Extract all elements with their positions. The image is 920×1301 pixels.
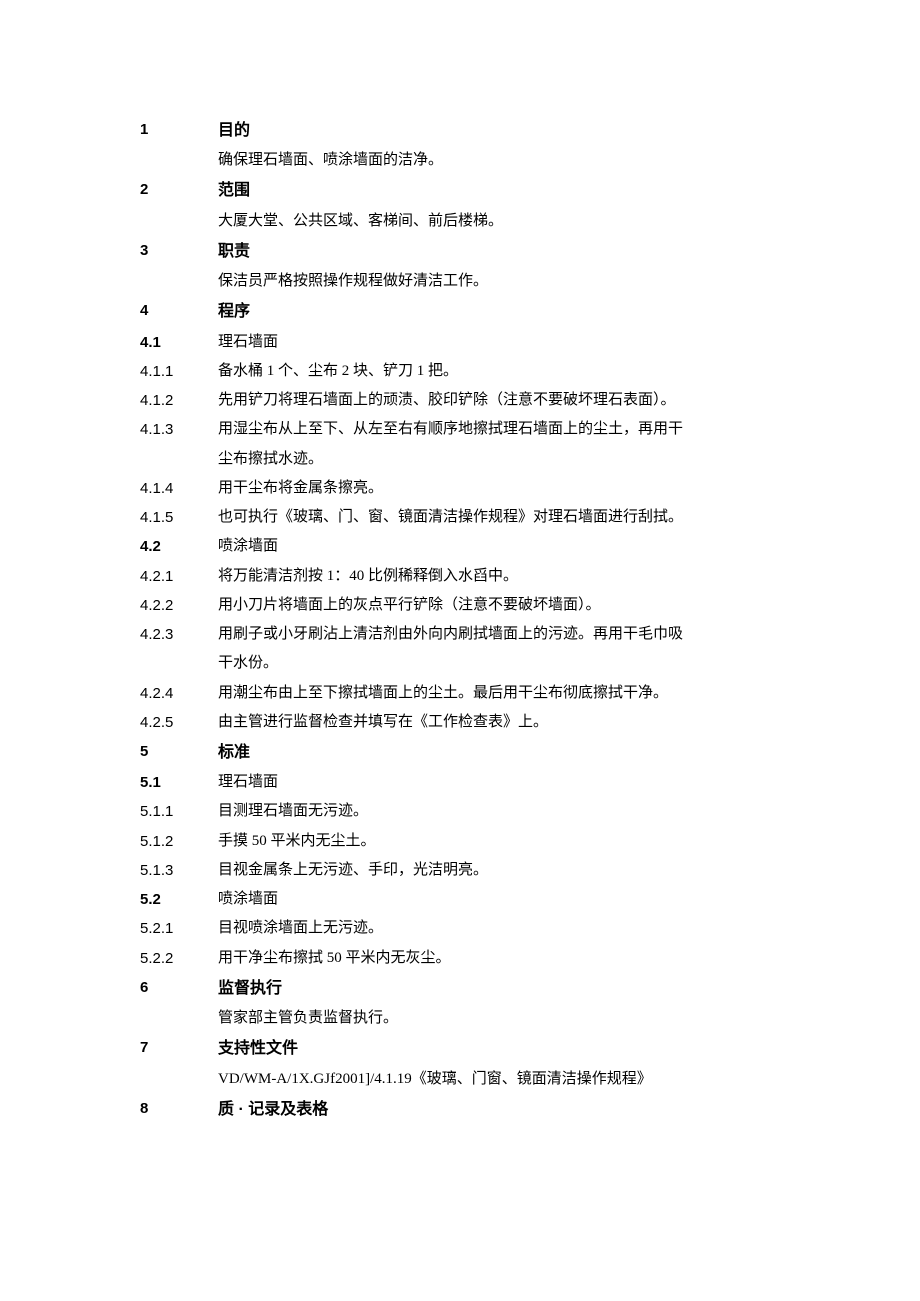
item-text: 用小刀片将墙面上的灰点平行铲除（注意不要破坏墙面）。 bbox=[218, 591, 780, 620]
section-3-heading-row: 3 职责 bbox=[140, 236, 780, 267]
subsection-5-1-row: 5.1 理石墙面 bbox=[140, 768, 780, 797]
subsection-4-1-row: 4.1 理石墙面 bbox=[140, 328, 780, 357]
item-text: 手摸 50 平米内无尘土。 bbox=[218, 827, 780, 856]
item-5-2-1-row: 5.2.1 目视喷涂墙面上无污迹。 bbox=[140, 914, 780, 943]
section-number: 6 bbox=[140, 973, 218, 1002]
section-5-heading-row: 5 标准 bbox=[140, 737, 780, 768]
item-number: 5.2.1 bbox=[140, 914, 218, 943]
item-text-cont: 尘布擦拭水迹。 bbox=[218, 445, 780, 474]
section-number: 8 bbox=[140, 1094, 218, 1123]
section-heading: 目的 bbox=[218, 115, 780, 146]
item-4-2-3-row-b: 干水份。 bbox=[140, 649, 780, 678]
item-text: 用干净尘布擦拭 50 平米内无灰尘。 bbox=[218, 944, 780, 973]
item-5-1-2-row: 5.1.2 手摸 50 平米内无尘土。 bbox=[140, 827, 780, 856]
section-heading: 程序 bbox=[218, 296, 780, 327]
section-heading: 质 · 记录及表格 bbox=[218, 1094, 780, 1125]
item-text: 用湿尘布从上至下、从左至右有顺序地擦拭理石墙面上的尘土，再用干 bbox=[218, 415, 780, 444]
section-8-heading-row: 8 质 · 记录及表格 bbox=[140, 1094, 780, 1125]
item-number: 4.1.3 bbox=[140, 415, 218, 444]
item-5-2-2-row: 5.2.2 用干净尘布擦拭 50 平米内无灰尘。 bbox=[140, 944, 780, 973]
section-heading: 范围 bbox=[218, 175, 780, 206]
item-4-2-2-row: 4.2.2 用小刀片将墙面上的灰点平行铲除（注意不要破坏墙面）。 bbox=[140, 591, 780, 620]
item-text: 目视金属条上无污迹、手印，光洁明亮。 bbox=[218, 856, 780, 885]
subsection-number: 5.1 bbox=[140, 768, 218, 797]
item-number: 4.1.4 bbox=[140, 474, 218, 503]
item-number: 4.2.2 bbox=[140, 591, 218, 620]
item-number: 4.1.5 bbox=[140, 503, 218, 532]
section-heading: 标准 bbox=[218, 737, 780, 768]
item-number: 4.2.3 bbox=[140, 620, 218, 649]
section-number: 7 bbox=[140, 1033, 218, 1062]
section-number: 5 bbox=[140, 737, 218, 766]
item-number: 4.2.1 bbox=[140, 562, 218, 591]
item-text-cont: 干水份。 bbox=[218, 649, 780, 678]
subsection-number: 4.1 bbox=[140, 328, 218, 357]
subsection-5-2-row: 5.2 喷涂墙面 bbox=[140, 885, 780, 914]
item-text: 用潮尘布由上至下擦拭墙面上的尘土。最后用干尘布彻底擦拭干净。 bbox=[218, 679, 780, 708]
section-heading: 监督执行 bbox=[218, 973, 780, 1004]
section-number: 2 bbox=[140, 175, 218, 204]
subsection-4-2-row: 4.2 喷涂墙面 bbox=[140, 532, 780, 561]
item-4-1-3-row-a: 4.1.3 用湿尘布从上至下、从左至右有顺序地擦拭理石墙面上的尘土，再用干 bbox=[140, 415, 780, 444]
section-1-body-row: 确保理石墙面、喷涂墙面的洁净。 bbox=[140, 146, 780, 175]
item-text: 目视喷涂墙面上无污迹。 bbox=[218, 914, 780, 943]
item-text: 用干尘布将金属条擦亮。 bbox=[218, 474, 780, 503]
item-text: 目测理石墙面无污迹。 bbox=[218, 797, 780, 826]
section-body: 确保理石墙面、喷涂墙面的洁净。 bbox=[218, 146, 780, 175]
item-4-2-4-row: 4.2.4 用潮尘布由上至下擦拭墙面上的尘土。最后用干尘布彻底擦拭干净。 bbox=[140, 679, 780, 708]
item-text: 也可执行《玻璃、门、窗、镜面清洁操作规程》对理石墙面进行刮拭。 bbox=[218, 503, 780, 532]
item-4-1-3-row-b: 尘布擦拭水迹。 bbox=[140, 445, 780, 474]
section-6-body-row: 管家部主管负责监督执行。 bbox=[140, 1004, 780, 1033]
item-4-1-4-row: 4.1.4 用干尘布将金属条擦亮。 bbox=[140, 474, 780, 503]
item-text: 备水桶 1 个、尘布 2 块、铲刀 1 把。 bbox=[218, 357, 780, 386]
section-body: 管家部主管负责监督执行。 bbox=[218, 1004, 780, 1033]
section-4-heading-row: 4 程序 bbox=[140, 296, 780, 327]
item-text: 先用铲刀将理石墙面上的顽渍、胶印铲除（注意不要破坏理石表面）。 bbox=[218, 386, 780, 415]
subsection-label: 喷涂墙面 bbox=[218, 532, 780, 561]
subsection-number: 4.2 bbox=[140, 532, 218, 561]
item-number: 5.2.2 bbox=[140, 944, 218, 973]
section-number: 1 bbox=[140, 115, 218, 144]
item-4-2-3-row-a: 4.2.3 用刷子或小牙刷沾上清洁剂由外向内刷拭墙面上的污迹。再用干毛巾吸 bbox=[140, 620, 780, 649]
section-number: 3 bbox=[140, 236, 218, 265]
item-5-1-1-row: 5.1.1 目测理石墙面无污迹。 bbox=[140, 797, 780, 826]
item-4-2-1-row: 4.2.1 将万能清洁剂按 1：40 比例稀释倒入水舀中。 bbox=[140, 562, 780, 591]
section-2-body-row: 大厦大堂、公共区域、客梯间、前后楼梯。 bbox=[140, 207, 780, 236]
document-page: 1 目的 确保理石墙面、喷涂墙面的洁净。 2 范围 大厦大堂、公共区域、客梯间、… bbox=[0, 0, 920, 1185]
section-7-body-row: VD/WM-A/1X.GJf2001]/4.1.19《玻璃、门窗、镜面清洁操作规… bbox=[140, 1065, 780, 1094]
section-3-body-row: 保洁员严格按照操作规程做好清洁工作。 bbox=[140, 267, 780, 296]
section-heading: 职责 bbox=[218, 236, 780, 267]
item-number: 4.1.2 bbox=[140, 386, 218, 415]
subsection-number: 5.2 bbox=[140, 885, 218, 914]
item-4-1-1-row: 4.1.1 备水桶 1 个、尘布 2 块、铲刀 1 把。 bbox=[140, 357, 780, 386]
item-text: 将万能清洁剂按 1：40 比例稀释倒入水舀中。 bbox=[218, 562, 780, 591]
item-number: 5.1.2 bbox=[140, 827, 218, 856]
item-number: 4.1.1 bbox=[140, 357, 218, 386]
subsection-label: 喷涂墙面 bbox=[218, 885, 780, 914]
item-number: 5.1.3 bbox=[140, 856, 218, 885]
item-number: 4.2.5 bbox=[140, 708, 218, 737]
item-4-2-5-row: 4.2.5 由主管进行监督检查并填写在《工作检查表》上。 bbox=[140, 708, 780, 737]
item-number: 5.1.1 bbox=[140, 797, 218, 826]
subsection-label: 理石墙面 bbox=[218, 328, 780, 357]
section-6-heading-row: 6 监督执行 bbox=[140, 973, 780, 1004]
item-text: 用刷子或小牙刷沾上清洁剂由外向内刷拭墙面上的污迹。再用干毛巾吸 bbox=[218, 620, 780, 649]
section-body: VD/WM-A/1X.GJf2001]/4.1.19《玻璃、门窗、镜面清洁操作规… bbox=[218, 1065, 780, 1094]
subsection-label: 理石墙面 bbox=[218, 768, 780, 797]
section-number: 4 bbox=[140, 296, 218, 325]
section-body: 大厦大堂、公共区域、客梯间、前后楼梯。 bbox=[218, 207, 780, 236]
item-4-1-2-row: 4.1.2 先用铲刀将理石墙面上的顽渍、胶印铲除（注意不要破坏理石表面）。 bbox=[140, 386, 780, 415]
section-body: 保洁员严格按照操作规程做好清洁工作。 bbox=[218, 267, 780, 296]
section-2-heading-row: 2 范围 bbox=[140, 175, 780, 206]
item-5-1-3-row: 5.1.3 目视金属条上无污迹、手印，光洁明亮。 bbox=[140, 856, 780, 885]
item-number: 4.2.4 bbox=[140, 679, 218, 708]
section-7-heading-row: 7 支持性文件 bbox=[140, 1033, 780, 1064]
item-text: 由主管进行监督检查并填写在《工作检查表》上。 bbox=[218, 708, 780, 737]
section-1-heading-row: 1 目的 bbox=[140, 115, 780, 146]
section-heading: 支持性文件 bbox=[218, 1033, 780, 1064]
item-4-1-5-row: 4.1.5 也可执行《玻璃、门、窗、镜面清洁操作规程》对理石墙面进行刮拭。 bbox=[140, 503, 780, 532]
